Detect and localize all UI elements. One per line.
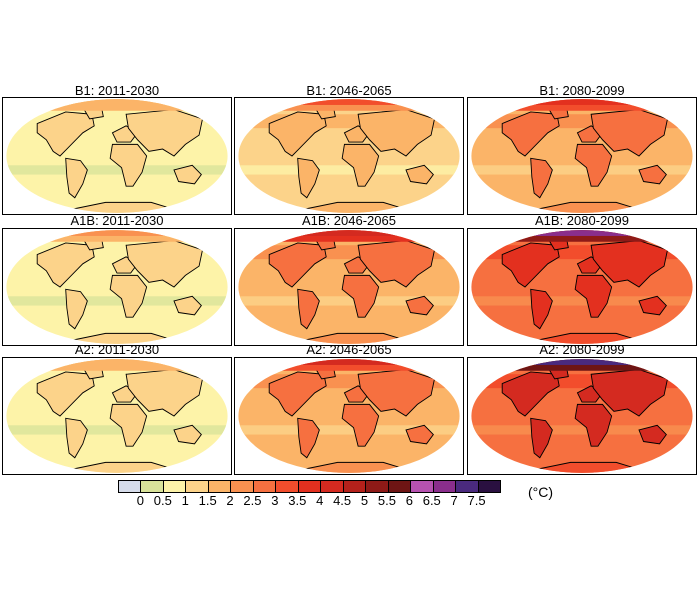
continent: [109, 143, 148, 187]
colorbar-swatch: [321, 481, 344, 492]
arctic-warming: [6, 230, 228, 236]
continent: [65, 288, 88, 330]
continent: [125, 369, 204, 417]
colorbar-tick: 1: [181, 493, 189, 508]
warming-map: [234, 357, 464, 475]
continent: [590, 109, 669, 157]
warming-map: [2, 357, 232, 475]
continent: [590, 369, 669, 417]
colorbar-unit: (°C): [528, 484, 554, 500]
arctic-warming: [471, 230, 693, 236]
continent: [405, 295, 434, 316]
colorbar-tick: 5: [360, 493, 369, 508]
arctic-warming: [238, 230, 460, 236]
warming-map: [467, 357, 697, 475]
arctic-warming: [238, 99, 460, 105]
continent: [65, 157, 88, 199]
colorbar-swatch: [119, 481, 142, 492]
colorbar-tick: 2: [226, 493, 234, 508]
continent: [530, 417, 553, 459]
warming-map: [234, 97, 464, 215]
warming-map: [467, 228, 697, 346]
colorbar-tick: 1.5: [198, 493, 217, 508]
continent: [405, 424, 434, 445]
continent: [109, 403, 148, 447]
continent: [125, 240, 204, 288]
arctic-warming: [6, 99, 228, 105]
panel-title: A2: 2011-2030: [74, 342, 160, 357]
colorbar-swatch: [141, 481, 164, 492]
colorbar-swatch: [433, 481, 457, 492]
panel-title: A2: 2046-2065: [306, 342, 392, 357]
continent: [341, 274, 380, 318]
colorbar-tick: 4: [316, 493, 324, 508]
continent: [574, 274, 613, 318]
continent: [638, 164, 667, 185]
panel-title: A1B: 2080-2099: [535, 213, 629, 228]
continent: [530, 288, 553, 330]
warming-map: [467, 97, 697, 215]
continent: [357, 240, 436, 288]
colorbar-tick: 7: [450, 493, 458, 508]
continent: [530, 157, 553, 199]
warming-map: [2, 97, 232, 215]
continent: [65, 417, 88, 459]
continent: [341, 403, 380, 447]
colorbar-tick: 0: [136, 493, 145, 508]
colorbar-swatch: [343, 481, 367, 492]
colorbar-tick: 3.5: [288, 493, 307, 508]
colorbar-tick: 0.5: [153, 493, 172, 508]
continent: [590, 240, 669, 288]
arctic-warming: [471, 99, 693, 105]
panel-title: B1: 2046-2065: [306, 83, 392, 98]
continent: [297, 157, 320, 199]
warming-map: [234, 228, 464, 346]
warming-map: [2, 228, 232, 346]
colorbar-swatch: [388, 481, 412, 492]
continent: [297, 417, 320, 459]
colorbar-swatch: [276, 481, 299, 492]
colorbar-swatch: [478, 481, 500, 492]
colorbar-swatch: [163, 481, 187, 492]
colorbar-swatch: [366, 481, 389, 492]
colorbar-swatch: [456, 481, 479, 492]
continent: [357, 109, 436, 157]
colorbar-swatch: [208, 481, 232, 492]
continent: [357, 369, 436, 417]
continent: [109, 274, 148, 318]
panel-title: B1: 2011-2030: [74, 83, 160, 98]
colorbar-tick: 5.5: [377, 493, 396, 508]
continent: [125, 109, 204, 157]
continent: [297, 288, 320, 330]
continent: [341, 143, 380, 187]
colorbar-swatch: [411, 481, 434, 492]
continent: [638, 424, 667, 445]
colorbar-tick: 3: [271, 493, 279, 508]
colorbar-tick: 7.5: [467, 493, 486, 508]
colorbar-tick: 4.5: [333, 493, 352, 508]
continent: [173, 295, 202, 316]
panel-title: A1B: 2011-2030: [70, 213, 164, 228]
continent: [405, 164, 434, 185]
colorbar-tick: 2.5: [243, 493, 262, 508]
arctic-warming: [238, 359, 460, 365]
colorbar-swatch: [231, 481, 254, 492]
colorbar-swatch: [253, 481, 277, 492]
continent: [574, 143, 613, 187]
arctic-warming: [471, 359, 693, 365]
colorbar-tick: 6: [405, 493, 413, 508]
panel-title: B1: 2080-2099: [539, 83, 625, 98]
colorbar: [118, 480, 501, 493]
continent: [638, 295, 667, 316]
arctic-warming: [6, 359, 228, 365]
panel-title: A1B: 2046-2065: [302, 213, 396, 228]
colorbar-swatch: [298, 481, 322, 492]
colorbar-swatch: [186, 481, 209, 492]
continent: [574, 403, 613, 447]
colorbar-tick: 6.5: [422, 493, 441, 508]
continent: [173, 164, 202, 185]
panel-title: A2: 2080-2099: [539, 342, 625, 357]
continent: [173, 424, 202, 445]
